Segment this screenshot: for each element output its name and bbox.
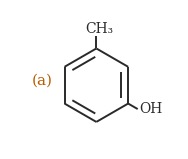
Text: OH: OH xyxy=(139,102,162,116)
Text: (a): (a) xyxy=(32,73,53,87)
Text: CH₃: CH₃ xyxy=(85,22,114,36)
